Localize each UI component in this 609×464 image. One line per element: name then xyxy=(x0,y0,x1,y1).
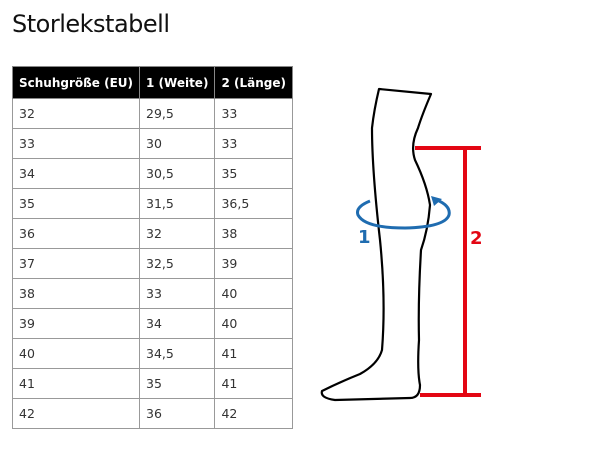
arrow-head-icon xyxy=(431,196,442,206)
width-cell: 30,5 xyxy=(138,158,216,189)
table-row: 36 32 38 xyxy=(12,218,293,249)
shoe-size-cell: 34 xyxy=(12,158,140,189)
width-label: 1 xyxy=(358,227,371,248)
shoe-size-cell: 33 xyxy=(12,128,140,159)
table-row: 34 30,5 35 xyxy=(12,158,293,189)
shoe-size-cell: 41 xyxy=(12,368,140,399)
width-cell: 34,5 xyxy=(138,338,216,369)
shoe-size-cell: 37 xyxy=(12,248,140,279)
length-label: 2 xyxy=(470,228,483,249)
width-cell: 34 xyxy=(138,308,216,339)
table-row: 39 34 40 xyxy=(12,308,293,339)
width-cell: 29,5 xyxy=(138,98,216,129)
table-row: 33 30 33 xyxy=(12,128,293,159)
width-cell: 30 xyxy=(138,128,216,159)
table-header-row: Schuhgröße (EU) 1 (Weite) 2 (Länge) xyxy=(12,66,293,99)
leg-outline xyxy=(320,87,433,402)
shoe-size-cell: 39 xyxy=(12,308,140,339)
width-cell: 33 xyxy=(138,278,216,309)
table-row: 38 33 40 xyxy=(12,278,293,309)
length-cell: 42 xyxy=(214,398,293,429)
header-length: 2 (Länge) xyxy=(214,66,293,99)
header-width: 1 (Weite) xyxy=(138,66,216,99)
length-cell: 41 xyxy=(214,338,293,369)
width-circumference-arrow xyxy=(356,198,451,230)
length-cell: 36,5 xyxy=(214,188,293,219)
length-cell: 40 xyxy=(214,278,293,309)
length-cell: 35 xyxy=(214,158,293,189)
table-row: 42 36 42 xyxy=(12,398,293,429)
length-cell: 33 xyxy=(214,98,293,129)
width-cell: 31,5 xyxy=(138,188,216,219)
header-shoe-size: Schuhgröße (EU) xyxy=(12,66,140,99)
length-cell: 33 xyxy=(214,128,293,159)
shoe-size-cell: 42 xyxy=(12,398,140,429)
table-row: 35 31,5 36,5 xyxy=(12,188,293,219)
shoe-size-cell: 35 xyxy=(12,188,140,219)
shoe-size-cell: 40 xyxy=(12,338,140,369)
table-row: 40 34,5 41 xyxy=(12,338,293,369)
width-cell: 36 xyxy=(138,398,216,429)
table-row: 32 29,5 33 xyxy=(12,98,293,129)
size-table: Schuhgröße (EU) 1 (Weite) 2 (Länge) 32 29… xyxy=(12,66,293,429)
length-cell: 38 xyxy=(214,218,293,249)
page-title: Storlekstabell xyxy=(12,10,170,38)
table-row: 37 32,5 39 xyxy=(12,248,293,279)
